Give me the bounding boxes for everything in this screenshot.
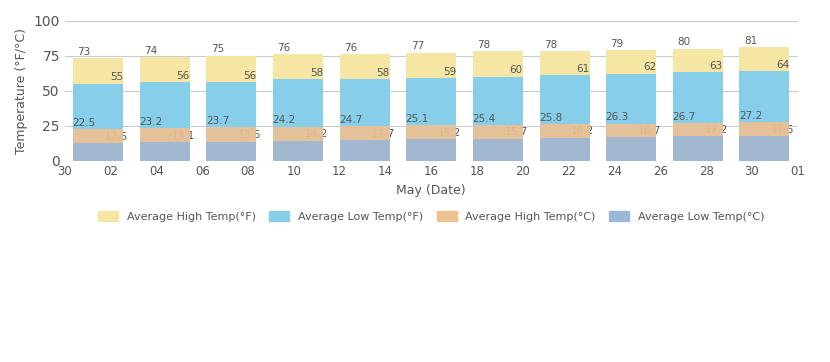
Text: 27.2: 27.2 xyxy=(739,111,762,121)
Bar xyxy=(73,143,123,161)
Legend: Average High Temp(°F), Average Low Temp(°F), Average High Temp(°C), Average Low : Average High Temp(°F), Average Low Temp(… xyxy=(92,206,770,228)
Text: 56: 56 xyxy=(243,71,256,81)
Bar xyxy=(73,129,123,161)
Text: 76: 76 xyxy=(277,43,290,53)
Text: 12.5: 12.5 xyxy=(105,132,128,142)
Bar xyxy=(673,49,723,161)
Bar xyxy=(606,74,657,161)
Bar xyxy=(139,82,190,161)
Text: 22.5: 22.5 xyxy=(72,118,95,128)
Bar xyxy=(407,53,457,161)
Bar xyxy=(473,51,523,161)
Text: 24.2: 24.2 xyxy=(272,115,295,125)
Text: 17.6: 17.6 xyxy=(771,125,794,135)
Bar xyxy=(273,141,323,161)
Text: 17.2: 17.2 xyxy=(705,125,728,135)
Text: 77: 77 xyxy=(411,41,424,51)
Bar xyxy=(207,142,256,161)
Bar xyxy=(540,75,589,161)
Text: 62: 62 xyxy=(643,62,657,72)
Text: 26.7: 26.7 xyxy=(672,112,696,122)
Y-axis label: Temperature (°F/°C): Temperature (°F/°C) xyxy=(15,28,28,153)
Bar xyxy=(540,51,589,161)
Text: 63: 63 xyxy=(710,61,723,71)
Bar xyxy=(339,79,389,161)
Text: 80: 80 xyxy=(677,37,691,47)
Text: 14.2: 14.2 xyxy=(305,129,328,139)
Bar xyxy=(540,138,589,161)
Text: 23.2: 23.2 xyxy=(139,117,163,127)
Bar xyxy=(673,72,723,161)
Bar xyxy=(473,125,523,161)
Bar xyxy=(740,122,789,161)
Bar xyxy=(407,78,457,161)
Text: 25.4: 25.4 xyxy=(472,114,496,123)
Text: 61: 61 xyxy=(576,64,589,74)
Bar xyxy=(73,58,123,161)
Bar xyxy=(273,79,323,161)
Bar xyxy=(339,126,389,161)
Bar xyxy=(207,55,256,161)
Bar xyxy=(606,124,657,161)
Text: 26.3: 26.3 xyxy=(606,112,629,122)
Text: 60: 60 xyxy=(510,65,523,75)
Bar xyxy=(473,139,523,161)
Text: 16.2: 16.2 xyxy=(571,126,594,136)
Bar xyxy=(407,125,457,161)
Text: 58: 58 xyxy=(310,68,323,78)
Bar xyxy=(740,47,789,161)
Text: 25.1: 25.1 xyxy=(406,114,429,124)
Text: 15.2: 15.2 xyxy=(438,128,461,138)
Text: 78: 78 xyxy=(544,40,557,50)
Text: 76: 76 xyxy=(344,43,357,53)
Bar xyxy=(606,137,657,161)
Bar xyxy=(673,123,723,161)
Text: 74: 74 xyxy=(144,46,158,55)
Bar xyxy=(606,50,657,161)
Bar xyxy=(339,140,389,161)
Bar xyxy=(139,57,190,161)
Bar xyxy=(273,127,323,161)
Text: 13.6: 13.6 xyxy=(238,130,261,140)
Text: 15.7: 15.7 xyxy=(505,127,528,137)
Text: 78: 78 xyxy=(477,40,491,50)
Bar xyxy=(740,136,789,161)
Text: 23.7: 23.7 xyxy=(206,116,229,126)
Text: 55: 55 xyxy=(110,72,123,82)
Text: 73: 73 xyxy=(77,47,90,57)
Bar xyxy=(540,125,589,161)
Text: 75: 75 xyxy=(211,44,224,54)
Bar xyxy=(73,84,123,161)
Bar xyxy=(139,142,190,161)
Text: 56: 56 xyxy=(177,71,190,81)
Bar xyxy=(407,139,457,161)
Text: 58: 58 xyxy=(376,68,389,78)
Text: 24.7: 24.7 xyxy=(339,114,362,125)
Bar xyxy=(740,71,789,161)
Text: 25.8: 25.8 xyxy=(539,113,562,123)
Bar xyxy=(207,127,256,161)
Text: 81: 81 xyxy=(744,36,757,46)
Bar xyxy=(207,82,256,161)
Bar xyxy=(339,54,389,161)
Bar xyxy=(473,76,523,161)
Text: 13.1: 13.1 xyxy=(172,131,195,141)
Bar xyxy=(673,136,723,161)
Bar xyxy=(273,54,323,161)
X-axis label: May (Date): May (Date) xyxy=(397,184,466,197)
Text: 64: 64 xyxy=(776,59,789,70)
Text: 59: 59 xyxy=(443,67,457,76)
Text: 79: 79 xyxy=(611,38,624,49)
Text: 14.7: 14.7 xyxy=(371,129,394,139)
Text: 16.7: 16.7 xyxy=(638,126,662,136)
Bar xyxy=(139,128,190,161)
